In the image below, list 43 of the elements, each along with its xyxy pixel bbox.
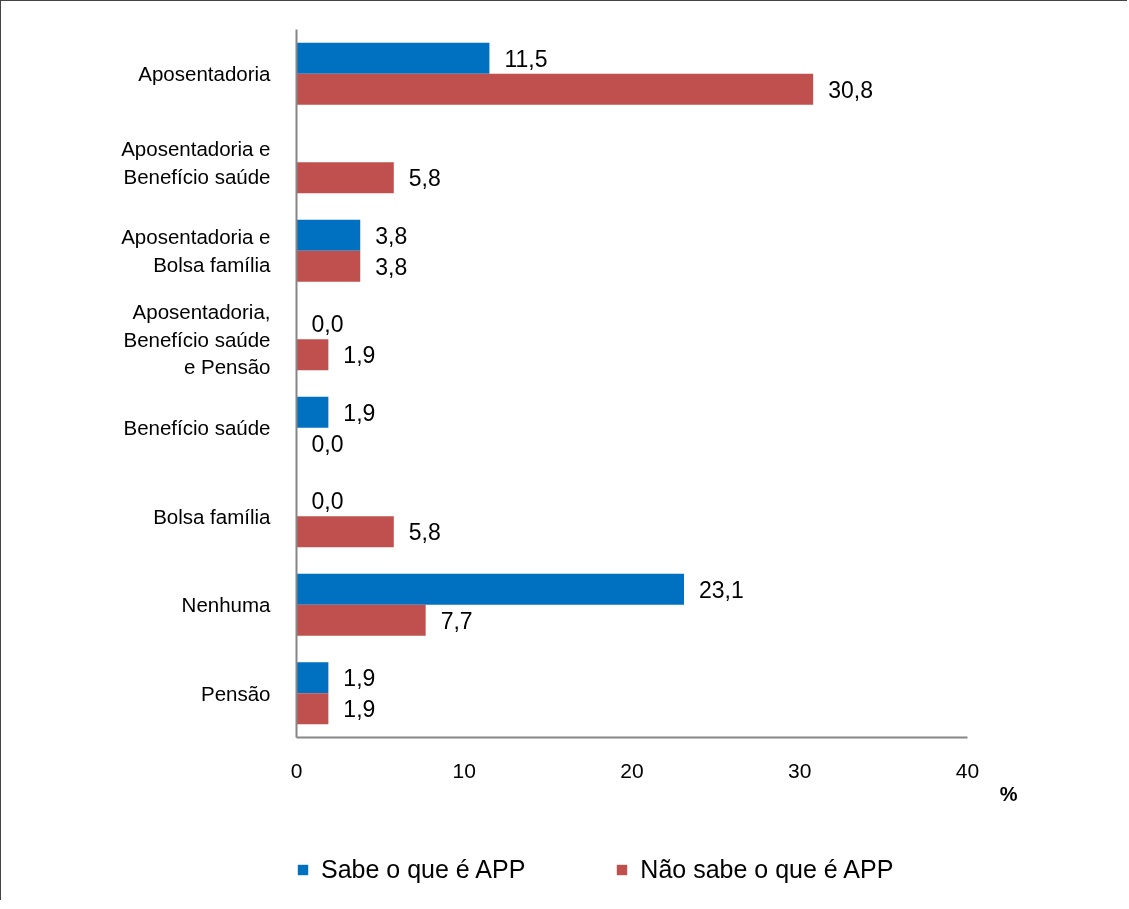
data-label: 1,9 (343, 342, 376, 369)
legend-label: Não sabe o que é APP (640, 855, 894, 884)
x-tick-label: 20 (620, 758, 644, 782)
data-label: 3,8 (375, 253, 408, 280)
y-tick-label: Pensão (200, 681, 271, 705)
y-tick-label: Benefício saúde (123, 416, 271, 440)
y-tick-label: Bolsa família (153, 504, 272, 528)
data-label: 23,1 (699, 576, 744, 603)
x-axis-title: % (999, 782, 1018, 805)
y-tick-label: Aposentadoria e Benefício saúde (121, 136, 271, 188)
bar (296, 219, 361, 251)
data-label: 5,8 (408, 165, 441, 192)
bar (296, 162, 394, 194)
data-label: 3,8 (375, 222, 408, 249)
bar (296, 693, 329, 725)
bar (296, 73, 814, 105)
data-label: 0,0 (311, 430, 344, 457)
bar (296, 604, 426, 636)
data-label: 30,8 (828, 76, 873, 103)
data-label: 0,0 (311, 311, 344, 338)
x-tick-label: 30 (788, 758, 812, 782)
legend-label: Sabe o que é APP (321, 855, 526, 884)
bar (296, 339, 329, 371)
data-label: 5,8 (408, 519, 441, 546)
data-label: 1,9 (343, 665, 376, 692)
y-tick-label: Aposentadoria e Bolsa família (121, 225, 272, 277)
data-label: 1,9 (343, 399, 376, 426)
x-tick-label: 40 (955, 758, 980, 782)
bar (296, 516, 394, 548)
bar (296, 662, 329, 694)
data-label: 0,0 (311, 488, 344, 515)
bar (296, 250, 361, 282)
data-label: 7,7 (440, 607, 473, 634)
bar (296, 573, 684, 605)
bar (296, 396, 329, 428)
y-tick-label: Nenhuma (181, 593, 272, 617)
y-tick-label: Aposentadoria (138, 62, 272, 86)
data-label: 11,5 (504, 45, 548, 72)
x-tick-label: 10 (452, 758, 476, 782)
y-tick-label: Aposentadoria, Benefício saúde e Pensão (123, 300, 271, 379)
x-tick-label: 0 (290, 758, 303, 782)
bar (296, 42, 490, 74)
data-label: 1,9 (343, 696, 376, 723)
